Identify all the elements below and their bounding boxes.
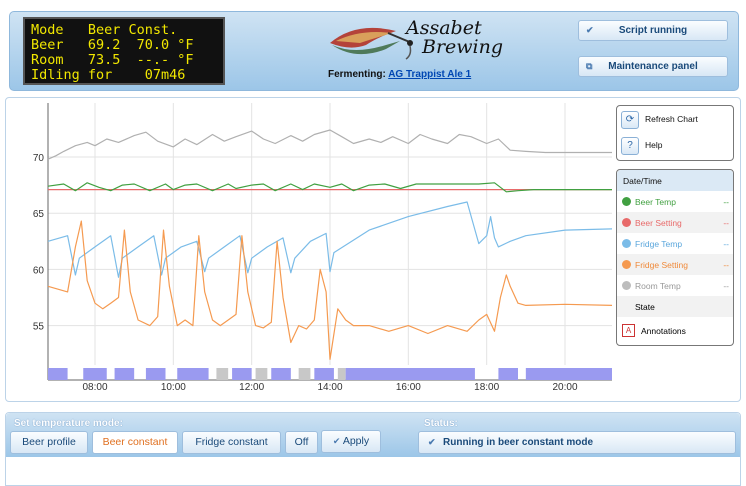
control-panel: Set temperature mode: Beer profile Beer …: [5, 412, 741, 486]
brewery-logo: Assabet Brewing: [326, 15, 503, 71]
temperature-chart[interactable]: 55 60 65 70 08:00 10:00 12:00 14:00 16:00 18:00 20…: [6, 98, 742, 403]
status-title: Status:: [424, 418, 458, 429]
room-temp-dot-icon: [622, 281, 631, 290]
y-tick-label: 55: [33, 322, 45, 333]
status-message: ✔ Running in beer constant mode: [418, 431, 736, 454]
state-segment: [145, 368, 166, 380]
link-icon: ⧉: [586, 61, 593, 71]
state-segment: [177, 368, 209, 380]
state-segment: [83, 368, 107, 380]
state-segment: [48, 368, 68, 380]
beer-profile-button[interactable]: Beer profile: [10, 431, 88, 454]
series-line-fridge-setting: [47, 220, 613, 360]
x-tick-label: 20:00: [552, 382, 577, 393]
lcd-line-beer: Beer 69.2 70.0 °F: [31, 37, 194, 53]
x-tick-label: 14:00: [317, 382, 342, 393]
control-bar: Set temperature mode: Beer profile Beer …: [6, 413, 740, 457]
help-icon: ?: [627, 140, 633, 151]
apply-button[interactable]: ✔ Apply: [321, 430, 381, 453]
state-segment: [298, 368, 311, 380]
lcd-line-room: Room 73.5 --.- °F: [31, 52, 194, 68]
lcd-display: Mode Beer Const. Beer 69.2 70.0 °F Room …: [23, 17, 225, 85]
state-segment: [271, 368, 291, 380]
help-button[interactable]: ?: [621, 137, 639, 155]
legend-datetime: Date/Time: [617, 170, 733, 191]
series-line-room-temp: [47, 129, 612, 160]
fridge-setting-dot-icon: [622, 260, 631, 269]
state-segment: [498, 368, 518, 380]
script-status-button[interactable]: ✔ Script running: [578, 20, 728, 41]
maintenance-panel-button[interactable]: ⧉ Maintenance panel: [578, 56, 728, 77]
annotation-icon: A: [622, 324, 635, 337]
fly-icon: [330, 27, 413, 60]
legend-item-state[interactable]: State: [617, 296, 733, 317]
y-tick-label: 70: [33, 153, 45, 164]
fermenting-info: Fermenting: AG Trappist Ale 1: [328, 69, 471, 80]
state-segment: [216, 368, 229, 380]
beer-temp-dot-icon: [622, 197, 631, 206]
header-bar: Mode Beer Const. Beer 69.2 70.0 °F Room …: [9, 11, 739, 91]
refresh-chart-button[interactable]: ⟳: [621, 111, 639, 129]
legend-item-fridge-setting[interactable]: Fridge Setting --: [617, 254, 733, 275]
legend-item-beer-setting[interactable]: Beer Setting --: [617, 212, 733, 233]
refresh-chart-label: Refresh Chart: [645, 114, 698, 124]
y-tick-label: 65: [33, 209, 45, 220]
x-tick-label: 12:00: [239, 382, 264, 393]
logo-line2: Brewing: [422, 36, 504, 58]
check-icon: ✔: [586, 25, 594, 35]
maintenance-label: Maintenance panel: [608, 61, 698, 72]
series-line-beer-temp: [47, 182, 612, 193]
state-segment: [345, 368, 475, 380]
x-tick-label: 08:00: [82, 382, 107, 393]
y-tick-label: 60: [33, 265, 45, 276]
state-segment: [255, 368, 268, 380]
state-segment: [114, 368, 135, 380]
help-label: Help: [645, 140, 663, 150]
status-text: Running in beer constant mode: [443, 437, 594, 448]
legend-item-fridge-temp[interactable]: Fridge Temp --: [617, 233, 733, 254]
state-segment: [525, 368, 612, 380]
lcd-line-state: Idling for 07m46: [31, 67, 186, 83]
state-segment: [337, 368, 346, 380]
script-status-label: Script running: [618, 25, 688, 36]
legend-item-beer-temp[interactable]: Beer Temp --: [617, 191, 733, 212]
logo-text: Assabet Brewing: [406, 19, 503, 57]
fridge-temp-dot-icon: [622, 239, 631, 248]
x-tick-label: 18:00: [474, 382, 499, 393]
off-button[interactable]: Off: [285, 431, 318, 454]
x-tick-label: 16:00: [396, 382, 421, 393]
lcd-line-mode: Mode Beer Const.: [31, 22, 178, 38]
chart-panel: 55 60 65 70 08:00 10:00 12:00 14:00 16:00 18:00 20…: [5, 97, 741, 402]
chart-legend: Date/Time Beer Temp -- Beer Setting -- F…: [616, 169, 734, 346]
apply-label: Apply: [342, 435, 370, 447]
legend-item-annotations[interactable]: A Annotations: [617, 320, 733, 341]
chart-controls: ⟳ Refresh Chart ? Help: [616, 105, 734, 161]
legend-item-room-temp[interactable]: Room Temp --: [617, 275, 733, 296]
check-icon: ✔: [332, 436, 341, 446]
check-icon: ✔: [428, 437, 436, 447]
fridge-constant-button[interactable]: Fridge constant: [182, 431, 281, 454]
x-tick-label: 10:00: [161, 382, 186, 393]
logo-line1: Assabet: [406, 17, 482, 39]
beer-name-link[interactable]: AG Trappist Ale 1: [388, 69, 472, 80]
beer-constant-button[interactable]: Beer constant: [92, 431, 178, 454]
fermenting-label: Fermenting:: [328, 69, 386, 80]
state-segment: [314, 368, 334, 380]
beer-setting-dot-icon: [622, 218, 631, 227]
mode-title: Set temperature mode:: [14, 418, 123, 429]
state-segment: [232, 368, 252, 380]
refresh-icon: ⟳: [625, 114, 635, 125]
